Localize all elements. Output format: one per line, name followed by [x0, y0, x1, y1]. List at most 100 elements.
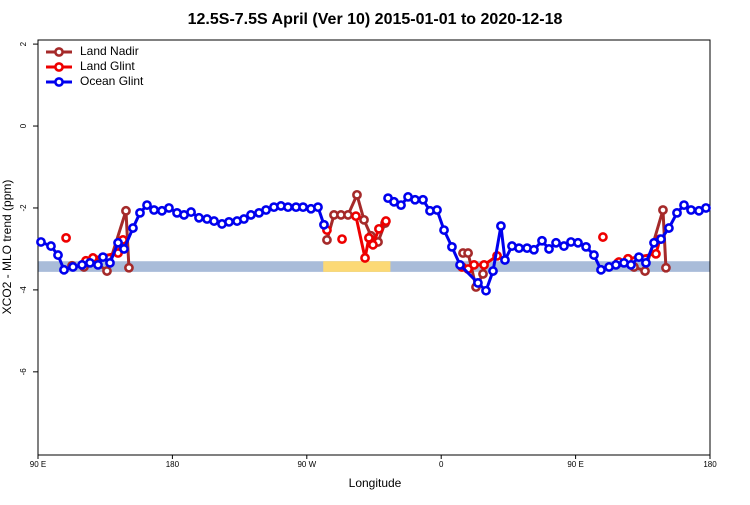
legend-marker — [54, 62, 64, 72]
data-point — [581, 241, 591, 252]
legend-marker — [54, 77, 64, 87]
data-point — [46, 241, 56, 251]
data-point — [573, 237, 583, 248]
data-point — [239, 214, 249, 224]
data-point — [634, 252, 644, 263]
data-point — [701, 203, 711, 213]
data-point — [410, 194, 420, 205]
data-point — [418, 194, 428, 205]
legend-marker — [54, 47, 64, 57]
data-point — [186, 207, 196, 217]
data-point — [544, 244, 554, 254]
data-point — [261, 205, 271, 215]
data-point — [102, 266, 112, 276]
y-tick-label: 2 — [19, 41, 28, 46]
data-point — [337, 234, 347, 245]
data-point — [529, 244, 539, 255]
data-point — [640, 266, 650, 276]
data-point — [283, 202, 293, 213]
data-point — [661, 262, 671, 273]
data-point — [432, 205, 442, 215]
data-point — [658, 205, 668, 215]
x-axis-label: Longitude — [349, 476, 402, 490]
y-axis-label: XCO2 - MLO trend (ppm) — [0, 180, 14, 315]
data-point — [364, 232, 374, 243]
data-point — [374, 223, 384, 234]
data-point — [488, 266, 498, 276]
data-point — [598, 232, 608, 242]
data-point — [61, 232, 71, 243]
data-point — [135, 207, 145, 218]
data-point — [194, 212, 204, 223]
data-point — [469, 260, 479, 270]
y-tick-label: -4 — [19, 286, 28, 294]
x-tick-label: 180 — [166, 460, 180, 469]
data-point — [611, 260, 621, 270]
x-tick-label: 90 W — [297, 460, 316, 469]
data-point — [496, 221, 506, 231]
data-point — [209, 216, 219, 226]
data-point — [36, 237, 46, 247]
data-point — [559, 241, 569, 251]
data-point — [351, 211, 361, 222]
data-point — [626, 260, 636, 270]
data-point — [77, 260, 87, 270]
data-point — [352, 189, 362, 200]
x-tick-label: 0 — [439, 460, 444, 469]
data-point — [500, 255, 510, 265]
data-point — [664, 223, 674, 233]
data-point — [164, 203, 174, 213]
data-point — [124, 262, 134, 273]
data-point — [463, 248, 473, 258]
data-point — [53, 250, 63, 260]
data-point — [85, 257, 95, 268]
data-point — [537, 235, 547, 246]
data-point — [319, 219, 329, 230]
data-point — [142, 200, 152, 210]
data-point — [479, 260, 489, 270]
y-tick-label: -6 — [19, 368, 28, 376]
data-point — [478, 269, 488, 279]
y-tick-label: -2 — [19, 204, 28, 212]
data-point — [686, 205, 696, 215]
data-point — [360, 253, 370, 263]
data-point — [68, 262, 78, 272]
data-point — [59, 264, 69, 275]
data-point — [246, 210, 256, 220]
data-point — [455, 260, 465, 270]
legend-label: Land Glint — [80, 59, 135, 73]
data-point — [473, 278, 483, 288]
data-point — [121, 205, 131, 216]
data-point — [343, 210, 353, 220]
data-point — [641, 257, 651, 268]
data-point — [596, 264, 606, 275]
data-point — [322, 235, 332, 245]
legend-label: Land Nadir — [80, 44, 139, 58]
data-point — [149, 205, 159, 215]
data-point — [481, 285, 491, 296]
data-point — [98, 252, 108, 263]
x-tick-label: 90 E — [567, 460, 583, 469]
data-point — [368, 239, 378, 250]
data-point — [224, 216, 234, 227]
data-point — [649, 237, 659, 248]
data-point — [119, 244, 129, 254]
data-point — [656, 234, 666, 245]
data-point — [439, 225, 449, 235]
x-tick-label: 90 E — [30, 460, 46, 469]
data-point — [298, 202, 308, 213]
data-point — [396, 200, 406, 210]
highlight — [323, 261, 391, 272]
data-point — [551, 237, 561, 248]
data-point — [381, 216, 391, 226]
data-point — [651, 248, 661, 259]
data-point — [105, 257, 115, 268]
data-point — [589, 250, 599, 260]
chart-title: 12.5S-7.5S April (Ver 10) 2015-01-01 to … — [188, 11, 563, 28]
data-point — [447, 241, 457, 252]
data-point — [313, 202, 323, 213]
x-tick-label: 180 — [703, 460, 717, 469]
y-tick-label: 0 — [19, 123, 28, 128]
data-point — [679, 200, 689, 210]
